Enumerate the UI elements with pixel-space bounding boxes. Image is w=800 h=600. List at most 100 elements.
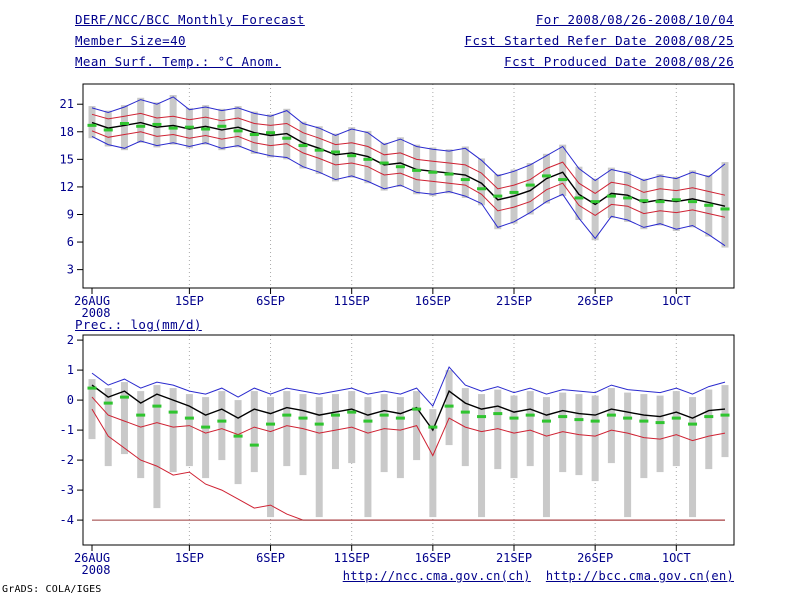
median-dash [428, 170, 438, 174]
median-dash [103, 401, 113, 405]
median-dash [266, 422, 276, 426]
plot-frame [82, 334, 735, 546]
ensemble-spread-bar [153, 385, 161, 509]
ensemble-spread-bar [429, 409, 437, 518]
median-dash [330, 413, 340, 417]
x-tick-label: 16SEP [415, 551, 451, 565]
ensemble-spread-bar [526, 391, 534, 467]
median-dash [704, 203, 714, 207]
ensemble-spread-bar [478, 158, 486, 206]
median-dash [655, 200, 665, 204]
median-dash [460, 178, 470, 182]
median-dash [152, 404, 162, 408]
ensemble-spread-bar [120, 382, 128, 455]
plot-frame [82, 83, 735, 289]
produced-date: Fcst Produced Date 2008/08/26 [504, 54, 734, 69]
median-dash [379, 161, 389, 165]
ensemble-spread-bar [672, 391, 680, 467]
y-tick-label: -1 [60, 423, 74, 437]
median-dash [87, 386, 97, 390]
median-dash [444, 172, 454, 176]
y-tick-label: 6 [67, 235, 74, 249]
median-dash [168, 126, 178, 130]
ensemble-max-line [91, 96, 726, 182]
x-tick-sublabel: 2008 [82, 306, 111, 320]
grads-credit: GrADS: COLA/IGES [2, 584, 102, 595]
ensemble-spread-bar [185, 394, 193, 467]
ensemble-spread-bar [672, 176, 680, 232]
median-dash [314, 148, 324, 152]
median-dash [412, 168, 422, 172]
median-dash [363, 157, 373, 161]
median-dash [460, 410, 470, 414]
median-dash [688, 200, 698, 204]
y-tick-label: 12 [60, 180, 74, 194]
x-tick-label: 1SEP [175, 551, 204, 565]
median-dash [136, 124, 146, 128]
median-dash [298, 416, 308, 420]
ensemble-spread-bar [137, 391, 145, 479]
median-dash [606, 413, 616, 417]
median-dash [428, 425, 438, 429]
median-dash [249, 133, 259, 137]
median-dash [217, 419, 227, 423]
ensemble-spread-bar [510, 395, 518, 479]
median-dash [671, 416, 681, 420]
x-tick-label: 11SEP [334, 551, 370, 565]
median-dash [655, 421, 665, 425]
median-dash [509, 190, 519, 194]
median-dash [525, 413, 535, 417]
median-dash [558, 178, 568, 182]
ensemble-spread-bar [656, 395, 664, 473]
median-dash [184, 125, 194, 129]
median-dash [623, 416, 633, 420]
median-dash [233, 434, 243, 438]
ensemble-min-line [91, 135, 726, 247]
x-tick-label: 16SEP [415, 294, 451, 308]
ensemble-spread-bar [607, 388, 615, 464]
ensemble-spread-bar [461, 146, 469, 198]
x-tick-label: 26SEP [577, 551, 613, 565]
ensemble-mean-line [91, 384, 726, 432]
prec-panel-title: Prec.: log(mm/d) [75, 317, 202, 332]
y-tick-label: 9 [67, 207, 74, 221]
y-tick-label: 3 [67, 263, 74, 277]
median-dash [574, 196, 584, 200]
median-dash [298, 144, 308, 148]
ensemble-spread-bar [689, 397, 697, 518]
ensemble-spread-bar [250, 391, 258, 473]
ensemble-spread-bar [88, 106, 96, 139]
x-tick-label: 21SEP [496, 551, 532, 565]
ensemble-spread-bar [331, 133, 339, 182]
ensemble-spread-bar [542, 397, 550, 518]
x-tick-label: 26SEP [577, 294, 613, 308]
temp-panel-title: Mean Surf. Temp.: °C Anom. [75, 54, 282, 69]
median-dash [720, 207, 730, 211]
ensemble-spread-bar [591, 395, 599, 482]
median-dash [525, 183, 535, 187]
median-dash [493, 412, 503, 416]
ensemble-spread-bar [380, 142, 388, 191]
median-dash [606, 194, 616, 198]
ensemble-spread-bar [169, 388, 177, 473]
median-dash [363, 419, 373, 423]
median-dash [201, 127, 211, 131]
median-dash [184, 416, 194, 420]
page-title: DERF/NCC/BCC Monthly Forecast [75, 12, 305, 27]
x-tick-label: 1OCT [662, 551, 691, 565]
median-dash [347, 154, 357, 158]
median-dash [233, 129, 243, 133]
median-dash [152, 122, 162, 126]
median-dash [168, 410, 178, 414]
mean-plus-spread-line [91, 112, 726, 196]
ensemble-spread-bar [559, 392, 567, 473]
ensemble-spread-bar [380, 394, 388, 473]
median-dash [282, 413, 292, 417]
ensemble-spread-bar [202, 105, 210, 145]
ensemble-spread-bar [445, 149, 453, 194]
median-dash [330, 150, 340, 154]
ensemble-spread-bar [494, 174, 502, 230]
y-tick-label: 0 [67, 393, 74, 407]
median-dash [590, 200, 600, 204]
